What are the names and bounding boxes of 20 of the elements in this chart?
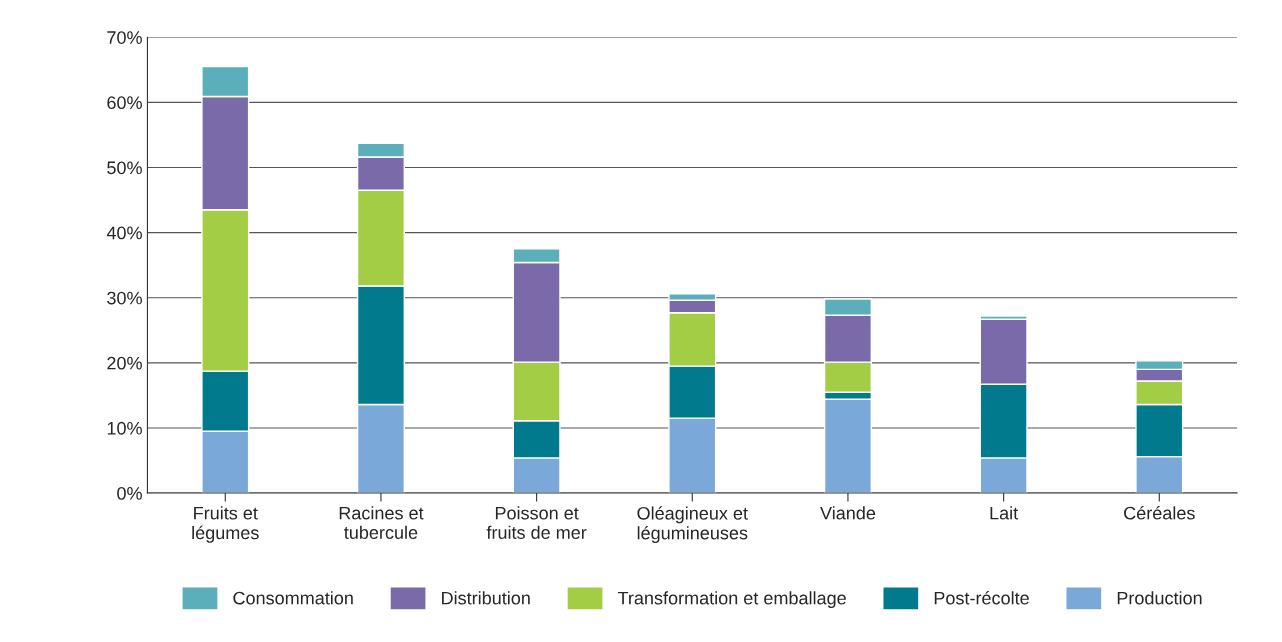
y-tick-label: 0% bbox=[117, 486, 142, 500]
y-tick-label: 30% bbox=[107, 291, 142, 305]
y-tick-label: 60% bbox=[107, 96, 142, 110]
y-tick-label: 70% bbox=[107, 31, 142, 44]
legend-label: Transformation et emballage bbox=[617, 591, 846, 609]
x-tick-label: Céréales bbox=[1124, 506, 1195, 520]
y-tick-label: 50% bbox=[107, 161, 142, 175]
legend-label: Consommation bbox=[233, 591, 353, 605]
x-tick-label: Oléagineux et légumineuses bbox=[637, 506, 748, 543]
x-tick-label: Fruits et légumes bbox=[192, 506, 259, 543]
y-tick-label: 20% bbox=[107, 356, 142, 370]
y-tick-label: 40% bbox=[106, 226, 142, 240]
legend-label: Post-récolte bbox=[934, 591, 1029, 605]
legend-label: Distribution bbox=[442, 591, 530, 605]
x-tick-label: Racines et tubercule bbox=[339, 506, 424, 539]
legend-label: Production bbox=[1117, 591, 1202, 605]
y-tick-label: 10% bbox=[107, 421, 142, 435]
x-tick-label: Lait bbox=[990, 506, 1019, 520]
x-tick-label: Poisson et fruits de mer bbox=[486, 506, 587, 539]
x-tick-label: Viande bbox=[820, 506, 876, 520]
